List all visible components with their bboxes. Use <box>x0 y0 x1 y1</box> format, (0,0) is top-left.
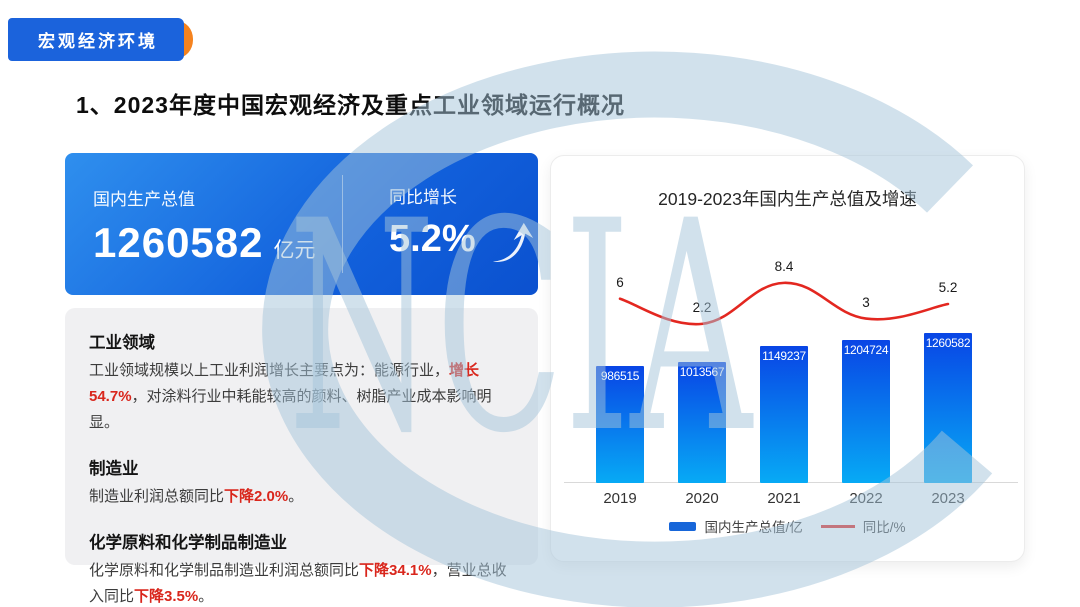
gdp-unit: 亿元 <box>273 238 316 262</box>
growth-value: 5.2% <box>389 217 476 260</box>
x-axis-label: 2023 <box>931 490 965 507</box>
growth-label: 同比增长 <box>389 187 457 207</box>
badge-label: 宏观经济环境 <box>8 18 184 61</box>
gdp-growth-block: 同比增长 5.2% <box>343 183 538 266</box>
x-axis-label: 2019 <box>603 490 637 507</box>
x-axis-label: 2022 <box>849 490 883 507</box>
chart-title: 2019-2023年国内生产总值及增速 <box>658 189 917 209</box>
gdp-bar: 1013567 <box>678 362 726 483</box>
highlight-stat: 下降3.5% <box>134 588 199 605</box>
bar-value-label: 1013567 <box>679 365 725 379</box>
chart-legend: 国内生产总值/亿 同比/% <box>551 516 1024 536</box>
line-value-label: 3 <box>862 294 870 310</box>
chart-plot: 986515 2019 6 1013567 2020 2.2 1149237 2021 8.4 1… <box>564 256 1018 507</box>
x-axis-label: 2020 <box>685 490 719 507</box>
gdp-chart-card: 2019-2023年国内生产总值及增速 986515 2019 6 1013567 20… <box>550 155 1025 562</box>
bar-value-label: 1260582 <box>925 336 971 350</box>
growth-up-arrow-icon <box>490 220 536 266</box>
gdp-label: 国内生产总值 <box>93 189 195 209</box>
highlight-stat: 下降2.0% <box>224 488 289 505</box>
note-heading: 化学原料和化学制品制造业 <box>89 534 287 552</box>
note-body: 工业领域规模以上工业利润增长主要点为：能源行业，增长54.7%，对涂料行业中耗能… <box>89 362 492 431</box>
legend-label: 同比/% <box>862 520 906 535</box>
note-heading: 制造业 <box>89 460 139 478</box>
note-section: 化学原料和化学制品制造业化学原料和化学制品制造业利润总额同比下降34.1%，营业… <box>89 529 514 607</box>
gdp-total-block: 国内生产总值 1260582 亿元 <box>65 185 342 264</box>
gdp-summary-card: 国内生产总值 1260582 亿元 同比增长 5.2% <box>65 153 538 295</box>
note-body: 化学原料和化学制品制造业利润总额同比下降34.1%，营业总收入同比下降3.5%。 <box>89 562 507 605</box>
highlight-stat: 下降34.1% <box>359 562 432 579</box>
legend-line-swatch <box>820 524 855 528</box>
legend-bar-swatch <box>669 521 697 531</box>
line-value-label: 2.2 <box>692 299 712 315</box>
bar-value-label: 1149237 <box>762 349 806 363</box>
note-section: 制造业制造业利润总额同比下降2.0%。 <box>89 455 514 510</box>
line-value-label: 5.2 <box>938 280 958 296</box>
section-badge: 宏观经济环境 <box>8 18 193 61</box>
industry-notes-card: 工业领域工业领域规模以上工业利润增长主要点为：能源行业，增长54.7%，对涂料行… <box>65 308 538 605</box>
note-heading: 工业领域 <box>89 334 155 352</box>
note-body: 制造业利润总额同比下降2.0%。 <box>89 488 304 505</box>
gdp-bar: 1149237 <box>760 346 808 483</box>
legend-label: 国内生产总值/亿 <box>704 520 803 535</box>
gdp-bar: 986515 <box>596 366 644 483</box>
gdp-bar: 1204724 <box>842 340 890 483</box>
gdp-bar: 1260582 <box>924 333 972 483</box>
x-axis-label: 2021 <box>767 490 801 507</box>
bar-value-label: 986515 <box>600 369 640 383</box>
page-title: 1、2023年度中国宏观经济及重点工业领域运行概况 <box>76 92 625 118</box>
line-value-label: 6 <box>616 274 624 290</box>
bar-value-label: 1204724 <box>843 343 889 357</box>
gdp-value: 1260582 <box>93 218 264 266</box>
line-value-label: 8.4 <box>774 258 794 274</box>
note-section: 工业领域工业领域规模以上工业利润增长主要点为：能源行业，增长54.7%，对涂料行… <box>89 329 514 436</box>
